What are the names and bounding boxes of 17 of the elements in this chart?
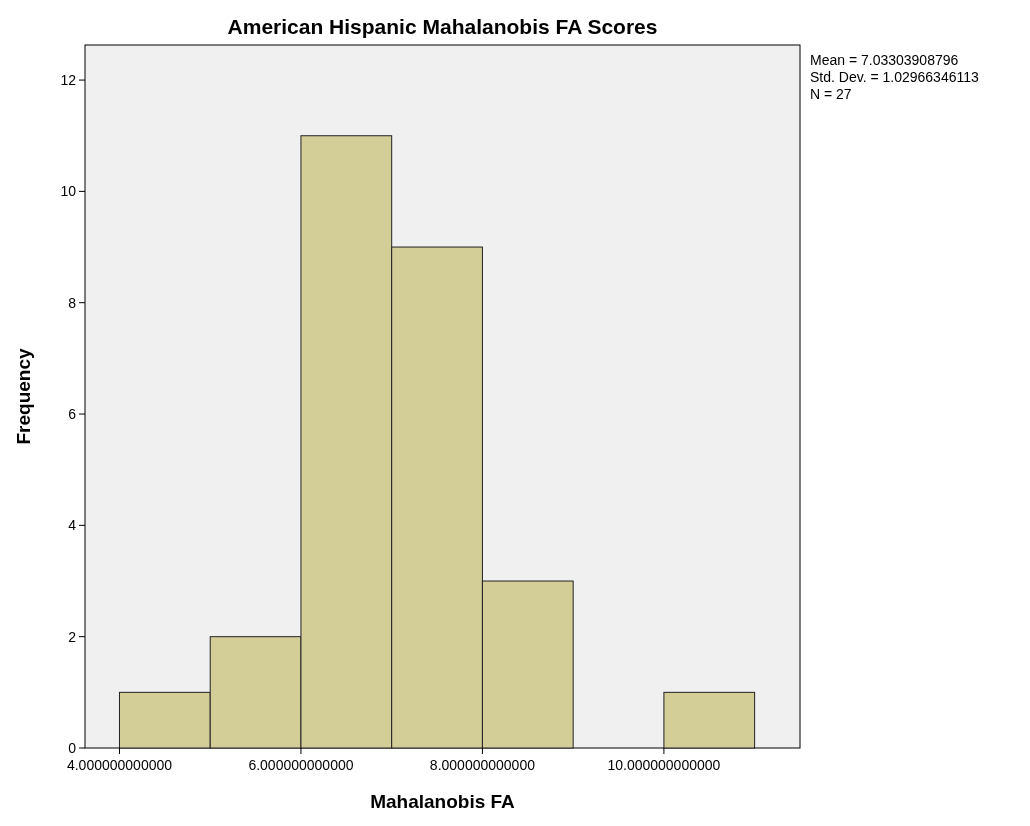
y-axis-title: Frequency [13, 348, 34, 445]
y-tick-label: 10 [60, 183, 77, 200]
x-tick-label: 6.000000000000 [248, 757, 354, 773]
y-tick-label: 2 [68, 628, 77, 645]
y-tick-label: 12 [60, 71, 77, 88]
y-tick-label: 6 [68, 405, 77, 422]
y-tick-label: 8 [68, 294, 77, 311]
text: Std. Dev. = 1.02966346113 [810, 69, 979, 85]
y-tick-label: 0 [68, 739, 77, 756]
chart-title: American Hispanic Mahalanobis FA Scores [227, 15, 658, 38]
x-tick-label: 8.000000000000 [429, 757, 536, 773]
x-axis-title: Mahalanobis FA [370, 791, 516, 812]
text: Mean = 7.03303908796 [810, 52, 959, 68]
x-tick-label: 10.000000000000 [607, 757, 721, 773]
x-tick-label: 4.000000000000 [66, 757, 173, 773]
text: N = 27 [810, 86, 852, 102]
y-tick-label: 4 [68, 517, 77, 534]
